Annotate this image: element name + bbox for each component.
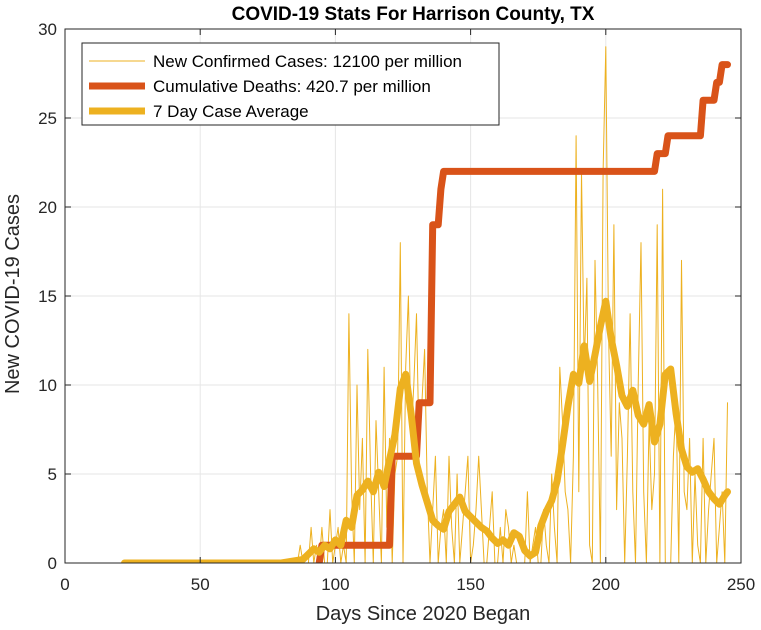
- legend-label-new-cases: New Confirmed Cases: 12100 per million: [153, 52, 462, 71]
- legend-entry-7day-average: 7 Day Case Average: [89, 102, 309, 121]
- legend-entry-deaths: Cumulative Deaths: 420.7 per million: [89, 77, 431, 96]
- y-tick-label: 10: [38, 376, 57, 395]
- legend: New Confirmed Cases: 12100 per million C…: [81, 42, 500, 126]
- chart-title: COVID-19 Stats For Harrison County, TX: [232, 4, 595, 25]
- y-tick-label: 5: [48, 465, 57, 484]
- legend-entry-new-cases: New Confirmed Cases: 12100 per million: [89, 52, 462, 71]
- series-7day-average-line: [121, 297, 731, 563]
- legend-box: [81, 42, 500, 126]
- x-tick-label: 0: [60, 575, 69, 594]
- x-tick-label: 250: [727, 575, 755, 594]
- y-tick-label: 25: [38, 109, 57, 128]
- y-tick-label: 15: [38, 287, 57, 306]
- x-axis-label: Days Since 2020 Began: [316, 603, 531, 625]
- y-axis-label: New COVID-19 Cases: [2, 194, 24, 394]
- x-tick-label: 150: [456, 575, 484, 594]
- x-tick-label: 200: [592, 575, 620, 594]
- y-axis-ticks: 0 5 10 15 20 25 30: [38, 20, 741, 573]
- y-tick-label: 0: [48, 554, 57, 573]
- x-tick-label: 50: [191, 575, 210, 594]
- legend-label-deaths: Cumulative Deaths: 420.7 per million: [153, 77, 431, 96]
- x-tick-label: 100: [321, 575, 349, 594]
- legend-label-7day-average: 7 Day Case Average: [153, 102, 309, 121]
- x-axis-ticks: 0 50 100 150 200 250: [60, 29, 755, 594]
- y-tick-label: 30: [38, 20, 57, 39]
- series-new-cases-line: [124, 46, 728, 563]
- y-tick-label: 20: [38, 198, 57, 217]
- plot-area: [121, 46, 731, 563]
